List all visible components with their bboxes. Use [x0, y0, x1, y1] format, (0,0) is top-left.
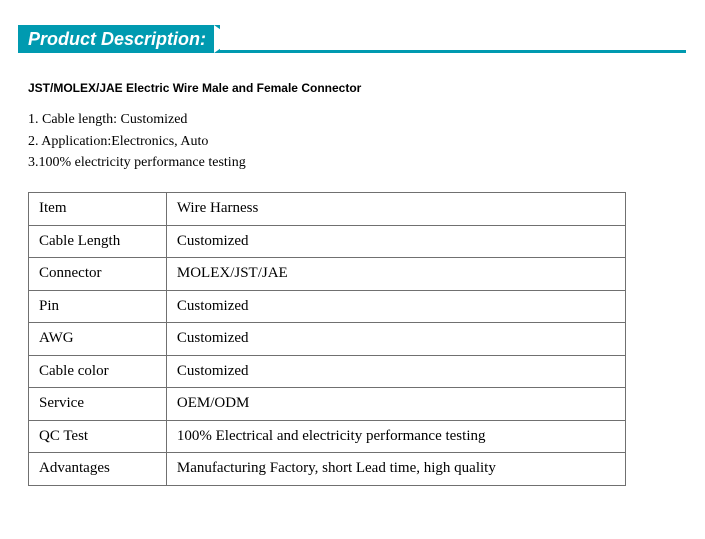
table-cell-value: Customized	[166, 225, 625, 258]
table-row: Advantages Manufacturing Factory, short …	[29, 453, 626, 486]
table-row: Cable color Customized	[29, 355, 626, 388]
table-cell-value: Manufacturing Factory, short Lead time, …	[166, 453, 625, 486]
table-cell-value: OEM/ODM	[166, 388, 625, 421]
table-row: AWG Customized	[29, 323, 626, 356]
table-row: Item Wire Harness	[29, 193, 626, 226]
table-cell-label: Advantages	[29, 453, 167, 486]
content-area: JST/MOLEX/JAE Electric Wire Male and Fem…	[0, 53, 705, 486]
table-cell-value: Customized	[166, 355, 625, 388]
table-cell-label: Cable color	[29, 355, 167, 388]
product-title: JST/MOLEX/JAE Electric Wire Male and Fem…	[28, 81, 687, 95]
table-cell-label: Service	[29, 388, 167, 421]
section-header-title: Product Description:	[18, 25, 220, 53]
spec-table: Item Wire Harness Cable Length Customize…	[28, 192, 626, 486]
table-row: Connector MOLEX/JST/JAE	[29, 258, 626, 291]
table-cell-label: Pin	[29, 290, 167, 323]
table-row: Cable Length Customized	[29, 225, 626, 258]
header-notch-shape	[214, 25, 234, 53]
table-cell-value: 100% Electrical and electricity performa…	[166, 420, 625, 453]
bullet-1: 1. Cable length: Customized	[28, 109, 687, 131]
bullet-3: 3.100% electricity performance testing	[28, 152, 687, 174]
table-cell-label: QC Test	[29, 420, 167, 453]
table-cell-label: Connector	[29, 258, 167, 291]
table-cell-label: Item	[29, 193, 167, 226]
table-row: Pin Customized	[29, 290, 626, 323]
table-cell-label: AWG	[29, 323, 167, 356]
table-cell-value: Customized	[166, 290, 625, 323]
bullet-2: 2. Application:Electronics, Auto	[28, 131, 687, 153]
table-cell-value: MOLEX/JST/JAE	[166, 258, 625, 291]
section-header: Product Description:	[18, 25, 705, 53]
table-row: QC Test 100% Electrical and electricity …	[29, 420, 626, 453]
table-row: Service OEM/ODM	[29, 388, 626, 421]
table-cell-label: Cable Length	[29, 225, 167, 258]
table-cell-value: Customized	[166, 323, 625, 356]
table-cell-value: Wire Harness	[166, 193, 625, 226]
